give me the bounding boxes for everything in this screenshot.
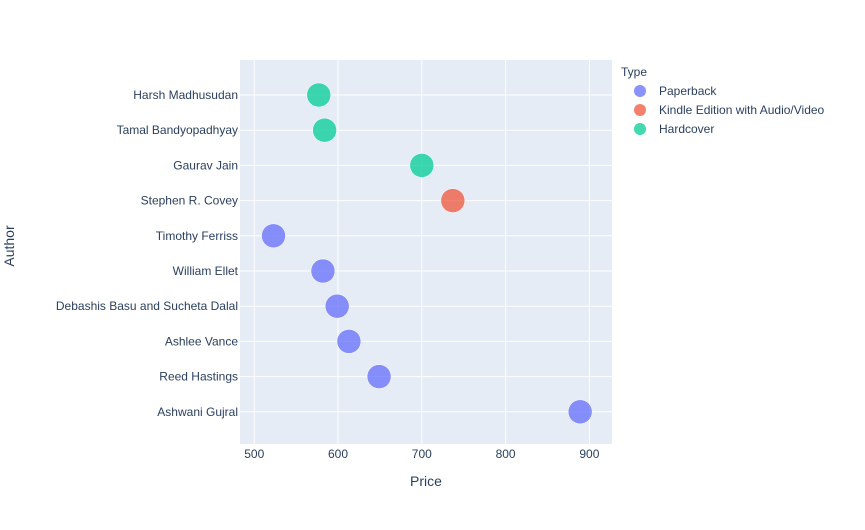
data-point[interactable] (366, 364, 392, 389)
data-point[interactable] (409, 153, 435, 178)
plot-area (240, 60, 612, 444)
legend: Type Paperback Kindle Edition with Audio/… (621, 65, 825, 136)
legend-item[interactable]: Paperback (634, 84, 717, 98)
y-tick-label: William Ellet (173, 264, 239, 278)
grid-lines (240, 60, 612, 444)
y-tick-label: Harsh Madhusudan (133, 88, 238, 102)
y-tick-label: Reed Hastings (159, 370, 238, 384)
data-point[interactable] (306, 82, 332, 108)
x-axis-ticks: 500 600 700 800 900 (244, 447, 599, 461)
legend-item[interactable]: Hardcover (634, 122, 714, 136)
x-tick-label: 800 (496, 447, 516, 461)
y-tick-label: Ashlee Vance (165, 334, 238, 348)
legend-marker (634, 85, 646, 97)
x-axis-title: Price (410, 473, 442, 489)
legend-label: Kindle Edition with Audio/Video (659, 103, 825, 117)
legend-marker (634, 123, 646, 135)
y-axis-title: Author (1, 225, 17, 267)
x-tick-label: 700 (412, 447, 432, 461)
data-point[interactable] (324, 293, 350, 319)
y-tick-label: Timothy Ferriss (156, 229, 238, 243)
legend-item[interactable]: Kindle Edition with Audio/Video (634, 103, 825, 117)
data-point[interactable] (567, 399, 593, 425)
data-point[interactable] (261, 223, 286, 249)
x-tick-label: 600 (328, 447, 348, 461)
data-points (261, 82, 593, 425)
x-tick-label: 500 (244, 447, 264, 461)
y-tick-label: Debashis Basu and Sucheta Dalal (56, 299, 238, 313)
data-point[interactable] (336, 329, 362, 354)
y-tick-label: Tamal Bandyopadhyay (117, 123, 238, 137)
legend-marker (634, 104, 646, 116)
data-point[interactable] (310, 258, 336, 284)
legend-label: Hardcover (659, 122, 714, 136)
legend-label: Paperback (659, 84, 717, 98)
x-tick-label: 900 (579, 447, 599, 461)
y-tick-label: Ashwani Gujral (157, 405, 238, 419)
y-axis-ticks: Harsh Madhusudan Tamal Bandyopadhyay Gaura… (56, 88, 239, 419)
legend-title: Type (621, 65, 647, 79)
y-tick-label: Stephen R. Covey (141, 194, 238, 208)
data-point[interactable] (312, 117, 337, 143)
data-point[interactable] (440, 188, 466, 213)
y-tick-label: Gaurav Jain (173, 158, 238, 172)
